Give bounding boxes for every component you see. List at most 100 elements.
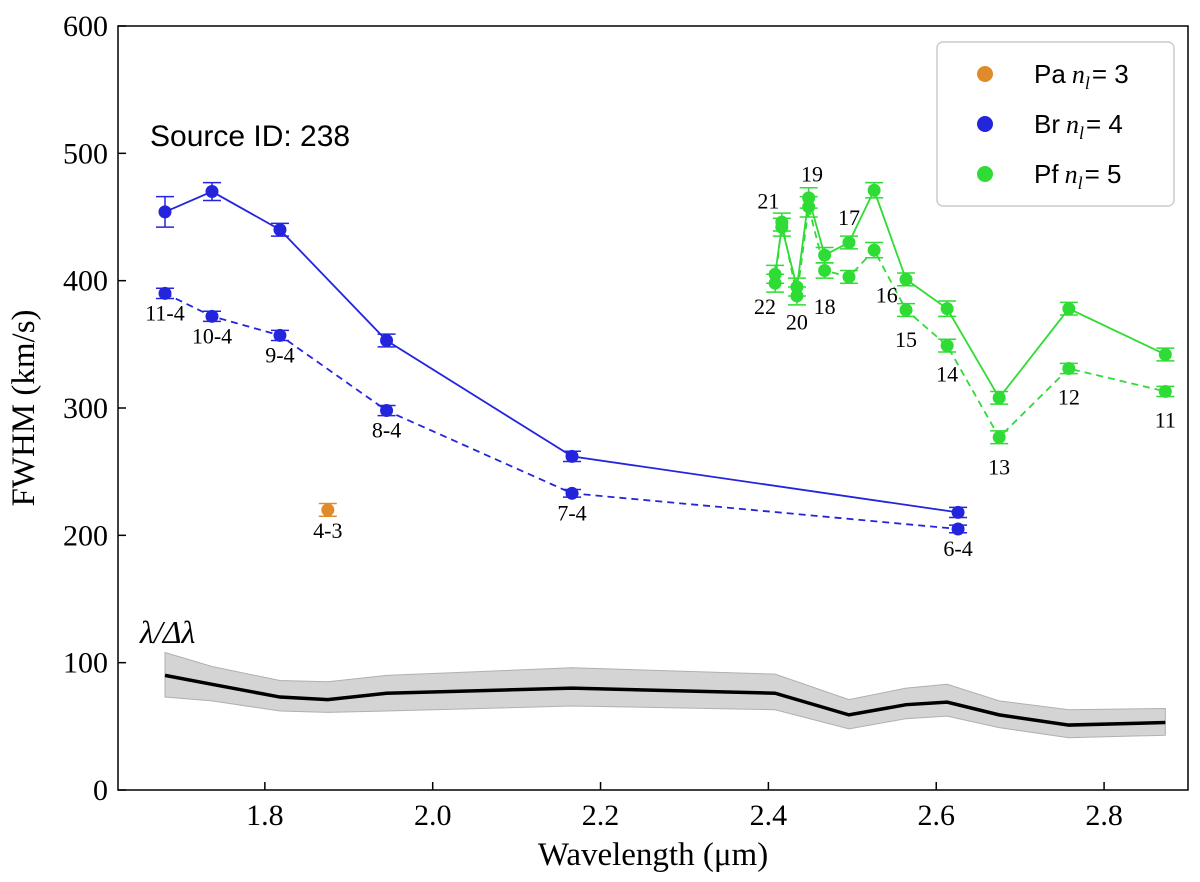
point-marker [273,223,287,237]
data-point-1-4 [563,486,582,500]
data-point-3-6 [865,241,884,259]
point-marker [992,430,1006,444]
point-marker [380,404,394,418]
line-label-layer: 11-4 10-4 9-4 8-4 7-4 6-4 4-3 22 21 20 19 18 17 16 15 1… [145,162,1176,561]
legend-entry-pa: Pa nl= 3 [977,59,1129,93]
data-point-1-5 [949,522,968,536]
series-line-0 [164,190,959,514]
data-point-3-2 [787,286,806,306]
transition-label-6: 4-3 [313,518,342,543]
data-point-1-0 [155,286,174,300]
point-marker [842,235,856,249]
y-tick-label-0: 0 [93,774,108,807]
legend-value-br: = 4 [1086,109,1123,139]
point-marker [940,302,954,316]
legend-symbol-pf: n [1065,160,1078,189]
point-marker [899,303,913,317]
legend-marker-pa [977,66,993,82]
y-tick-label-5: 500 [63,137,108,170]
point-marker [1158,384,1172,398]
legend-value-pf: = 5 [1085,159,1122,189]
data-point-3-4 [815,262,834,279]
y-tick-label-4: 400 [63,265,108,298]
series-point-layer [155,181,1175,536]
data-point-0-5 [949,505,968,519]
data-point-2-11 [1156,347,1175,362]
legend-value-pa: = 3 [1092,59,1129,89]
transition-label-18: 11 [1155,407,1176,432]
transition-label-12: 17 [838,205,860,230]
legend-prefix-br: Br [1034,109,1060,139]
point-marker [867,183,881,197]
legend-marker-pf [977,166,993,182]
transition-label-17: 12 [1058,385,1080,410]
legend-symbol-pa: n [1072,60,1085,89]
point-marker [1062,302,1076,316]
transition-label-11: 18 [814,294,836,319]
point-marker [205,309,219,323]
x-tick-label-4: 2.6 [917,799,955,832]
data-point-0-4 [563,449,582,463]
resolving-power-band-layer [164,651,1166,739]
x-tick-label-1: 2.0 [414,799,452,832]
transition-label-14: 15 [895,327,917,352]
point-marker [802,200,816,214]
source-id-annotation: Source ID: 238 [150,120,350,153]
point-marker [565,449,579,463]
series-line-1 [164,292,959,530]
legend: Pa nl= 3 Br nl= 4 Pf nl= 5 [936,41,1175,207]
transition-label-15: 14 [936,362,958,387]
legend-prefix-pf: Pf [1034,159,1059,189]
point-marker [818,263,832,277]
transition-label-1: 10-4 [192,323,232,348]
transition-label-10: 19 [801,162,823,187]
legend-sub-pf: l [1078,173,1083,193]
data-point-3-1 [772,212,791,232]
point-marker [775,215,789,229]
legend-entry-br: Br nl= 4 [977,109,1123,143]
point-marker [565,486,579,500]
legend-entry-pf: Pf nl= 5 [977,159,1121,193]
data-point-0-2 [270,222,289,237]
data-point-2-9 [990,390,1009,405]
legend-symbol-br: n [1066,110,1079,139]
data-point-2-6 [865,181,884,199]
data-point-2-8 [938,300,957,318]
data-point-1-1 [202,309,221,323]
legend-sub-br: l [1079,123,1084,143]
point-marker [818,248,832,262]
y-axis-title: FWHM (km/s) [6,309,42,506]
transition-label-3: 8-4 [372,418,401,443]
data-point-0-1 [202,181,221,202]
point-marker [992,391,1006,405]
point-marker [321,503,335,517]
data-point-2-5 [839,235,858,250]
data-point-3-5 [839,269,858,284]
data-point-1-3 [377,404,396,418]
data-point-0-0 [155,195,174,228]
point-marker [273,328,287,342]
transition-label-13: 16 [876,283,898,308]
data-point-3-11 [1156,384,1175,398]
transition-label-8: 21 [757,188,779,213]
resolving-power-label: λ/Δλ [139,614,196,650]
x-tick-label-0: 1.8 [246,799,284,832]
transition-label-0: 11-4 [145,301,185,326]
point-marker [899,272,913,286]
data-point-3-7 [897,302,916,318]
point-marker [158,205,172,219]
x-tick-label-5: 2.8 [1085,799,1123,832]
legend-marker-br [977,116,993,132]
legend-box [936,41,1175,207]
transition-label-4: 7-4 [557,500,586,525]
y-tick-label-3: 300 [63,392,108,425]
data-point-1-2 [270,328,289,342]
point-marker [842,270,856,284]
transition-label-5: 6-4 [943,536,972,561]
data-point-3-0 [766,273,785,293]
y-tick-label-1: 100 [63,647,108,680]
data-point-2-10 [1059,301,1078,316]
data-point-3-3 [799,195,818,218]
transition-label-16: 13 [988,455,1010,480]
